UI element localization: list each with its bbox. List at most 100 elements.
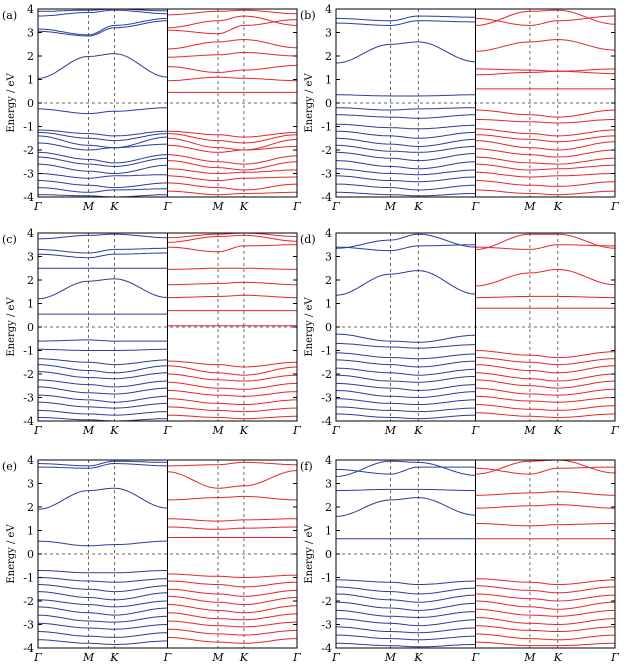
band-line bbox=[475, 171, 615, 178]
band-line bbox=[475, 244, 615, 250]
panel-label: (e) bbox=[2, 460, 17, 473]
band-line bbox=[475, 585, 616, 594]
y-tick-label: 1 bbox=[27, 525, 34, 538]
band-line bbox=[167, 604, 298, 614]
y-axis-label: Energy / eV bbox=[304, 297, 315, 357]
band-line bbox=[167, 182, 298, 191]
y-tick-label: -3 bbox=[23, 168, 34, 181]
band-line bbox=[475, 70, 615, 76]
spin-up-bands bbox=[37, 233, 168, 422]
spin-down-bands bbox=[167, 461, 298, 644]
band-line bbox=[475, 387, 616, 396]
x-tick-label: M bbox=[523, 424, 536, 437]
band-line bbox=[37, 107, 168, 115]
band-line bbox=[167, 414, 297, 420]
x-tick-label: Γ bbox=[610, 424, 619, 437]
band-line bbox=[336, 634, 476, 641]
band-line bbox=[37, 460, 168, 467]
band-line bbox=[475, 504, 616, 509]
x-tick-label: M bbox=[523, 200, 536, 213]
band-line bbox=[38, 570, 168, 574]
band-line bbox=[167, 580, 298, 588]
x-tick-label: Γ bbox=[610, 200, 619, 213]
panel-label: (c) bbox=[2, 233, 17, 246]
x-tick-label: Γ bbox=[163, 424, 172, 437]
band-line bbox=[336, 94, 476, 97]
band-line bbox=[475, 523, 615, 527]
band-line bbox=[475, 578, 615, 585]
y-tick-label: 1 bbox=[27, 298, 34, 311]
y-tick-label: 3 bbox=[325, 478, 332, 491]
band-line bbox=[38, 9, 168, 17]
band-line bbox=[336, 183, 476, 191]
band-line bbox=[335, 601, 476, 611]
y-tick-label: -1 bbox=[23, 121, 34, 134]
band-line bbox=[335, 342, 476, 349]
y-tick-label: 4 bbox=[27, 3, 34, 16]
band-panel-f: -4 -3 -2 -1 0 1 2 3 4 Γ M K Γ M K Γ Energy / eV (f) bbox=[300, 454, 619, 664]
x-tick-label: K bbox=[109, 200, 119, 213]
band-line bbox=[167, 160, 298, 171]
y-tick-label: -3 bbox=[23, 392, 34, 405]
band-line bbox=[167, 294, 297, 299]
x-tick-label: M bbox=[211, 200, 224, 213]
y-tick-label: -2 bbox=[23, 368, 34, 381]
band-line bbox=[335, 488, 476, 492]
band-line bbox=[335, 460, 476, 477]
band-line bbox=[475, 379, 616, 389]
y-tick-label: -1 bbox=[23, 572, 34, 585]
y-tick-label: 2 bbox=[325, 274, 332, 287]
band-line bbox=[37, 17, 168, 36]
band-line bbox=[335, 497, 476, 517]
band-line bbox=[475, 625, 615, 632]
band-line bbox=[37, 180, 168, 189]
band-line bbox=[335, 618, 476, 627]
x-tick-label: M bbox=[384, 651, 397, 664]
x-tick-label: Γ bbox=[292, 200, 301, 213]
y-tick-label: -4 bbox=[321, 415, 332, 428]
band-line bbox=[335, 270, 476, 296]
band-line bbox=[335, 466, 476, 475]
band-line bbox=[335, 130, 476, 139]
x-tick-label: K bbox=[413, 651, 423, 664]
x-tick-label: K bbox=[239, 651, 249, 664]
y-tick-label: 2 bbox=[325, 501, 332, 514]
band-line bbox=[167, 636, 298, 644]
band-line bbox=[475, 38, 616, 52]
x-tick-label: K bbox=[413, 424, 423, 437]
x-tick-label: Γ bbox=[292, 424, 301, 437]
band-line bbox=[335, 374, 476, 383]
band-line bbox=[336, 413, 476, 420]
band-line bbox=[335, 406, 476, 413]
spin-down-bands bbox=[475, 9, 616, 196]
band-line bbox=[37, 394, 168, 403]
band-line bbox=[38, 348, 168, 351]
band-line bbox=[335, 593, 476, 603]
band-line bbox=[475, 295, 615, 299]
y-tick-label: -1 bbox=[321, 572, 332, 585]
y-tick-label: -4 bbox=[23, 415, 34, 428]
y-tick-label: -4 bbox=[23, 191, 34, 204]
band-line bbox=[335, 398, 476, 405]
band-line bbox=[335, 586, 476, 595]
band-line bbox=[167, 495, 297, 501]
panel-label: (b) bbox=[300, 9, 316, 22]
band-line bbox=[475, 68, 616, 72]
band-line bbox=[336, 579, 476, 585]
band-line bbox=[37, 364, 168, 374]
band-line bbox=[335, 233, 476, 249]
band-line bbox=[38, 194, 168, 198]
band-line bbox=[167, 281, 297, 286]
band-line bbox=[37, 409, 168, 416]
band-line bbox=[37, 599, 168, 608]
y-tick-label: -2 bbox=[23, 595, 34, 608]
band-line bbox=[335, 41, 476, 64]
band-line bbox=[167, 267, 297, 270]
band-line bbox=[37, 151, 168, 164]
spin-down-bands bbox=[475, 233, 616, 418]
band-line bbox=[37, 163, 168, 174]
band-line bbox=[167, 64, 298, 74]
band-line bbox=[37, 278, 168, 300]
y-tick-label: 0 bbox=[325, 548, 332, 561]
band-line bbox=[335, 151, 476, 162]
